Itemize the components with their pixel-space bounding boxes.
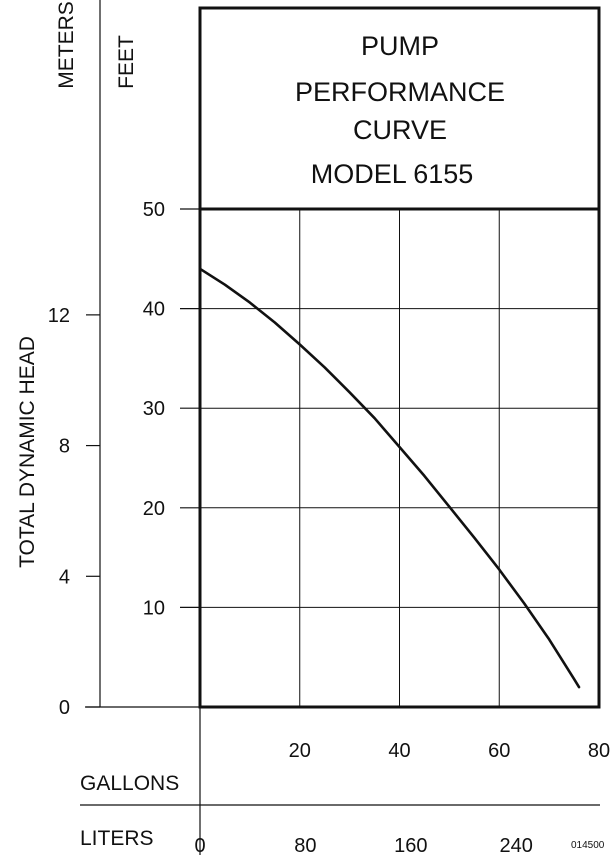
feet-tick-label: 20 <box>143 498 165 520</box>
meter-tick-label: 8 <box>59 436 70 458</box>
feet-tick-label: 40 <box>143 299 165 321</box>
gallons-unit-label: GALLONS <box>80 772 179 795</box>
performance-curve <box>198 267 581 689</box>
ticks: 10 20 30 40 50 0 4 8 12 20 40 60 80 0 80 160 240 <box>48 199 610 857</box>
liter-tick-label: 160 <box>394 835 427 857</box>
gallon-tick-label: 60 <box>488 740 510 762</box>
figure-code: 014500 <box>571 840 605 851</box>
meter-tick-label: 0 <box>59 697 70 719</box>
gallon-tick-label: 40 <box>388 740 410 762</box>
meter-tick-label: 12 <box>48 305 70 327</box>
feet-unit-label: FEET <box>115 35 138 89</box>
gallon-tick-label: 20 <box>289 740 311 762</box>
liter-tick-label: 240 <box>500 835 533 857</box>
title-line-1: PUMP <box>361 31 439 61</box>
title-line-4: MODEL 6155 <box>311 159 474 189</box>
plot-border <box>198 207 601 709</box>
meters-unit-label: METERS <box>55 1 78 89</box>
liters-unit-label: LITERS <box>80 827 154 850</box>
liter-tick-label: 0 <box>194 835 205 857</box>
meter-tick-label: 4 <box>59 566 70 588</box>
y-axis-title: TOTAL DYNAMIC HEAD <box>16 336 39 568</box>
feet-tick-label: 10 <box>143 597 165 619</box>
liter-tick-label: 80 <box>294 835 316 857</box>
feet-tick-label: 30 <box>143 398 165 420</box>
gallon-tick-label: 80 <box>588 740 610 762</box>
feet-tick-label: 50 <box>143 199 165 221</box>
grid <box>200 209 599 707</box>
title-line-2: PERFORMANCE <box>295 77 505 107</box>
title-line-3: CURVE <box>353 115 447 145</box>
